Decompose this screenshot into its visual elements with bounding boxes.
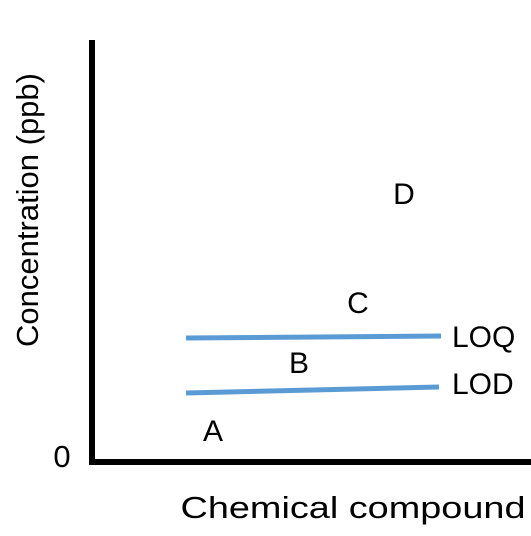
region-label: C	[347, 287, 369, 320]
x-axis-label: Chemical compound	[181, 490, 526, 525]
threshold-label: LOD	[452, 368, 514, 401]
region-label: B	[289, 347, 309, 380]
y-axis-label: Concentration (ppb)	[10, 73, 45, 347]
region-label: D	[393, 178, 415, 211]
lod-line	[185, 384, 440, 396]
region-label: A	[203, 415, 223, 448]
origin-label: 0	[53, 439, 70, 474]
threshold-label: LOQ	[452, 321, 515, 354]
loq-line	[185, 333, 442, 341]
